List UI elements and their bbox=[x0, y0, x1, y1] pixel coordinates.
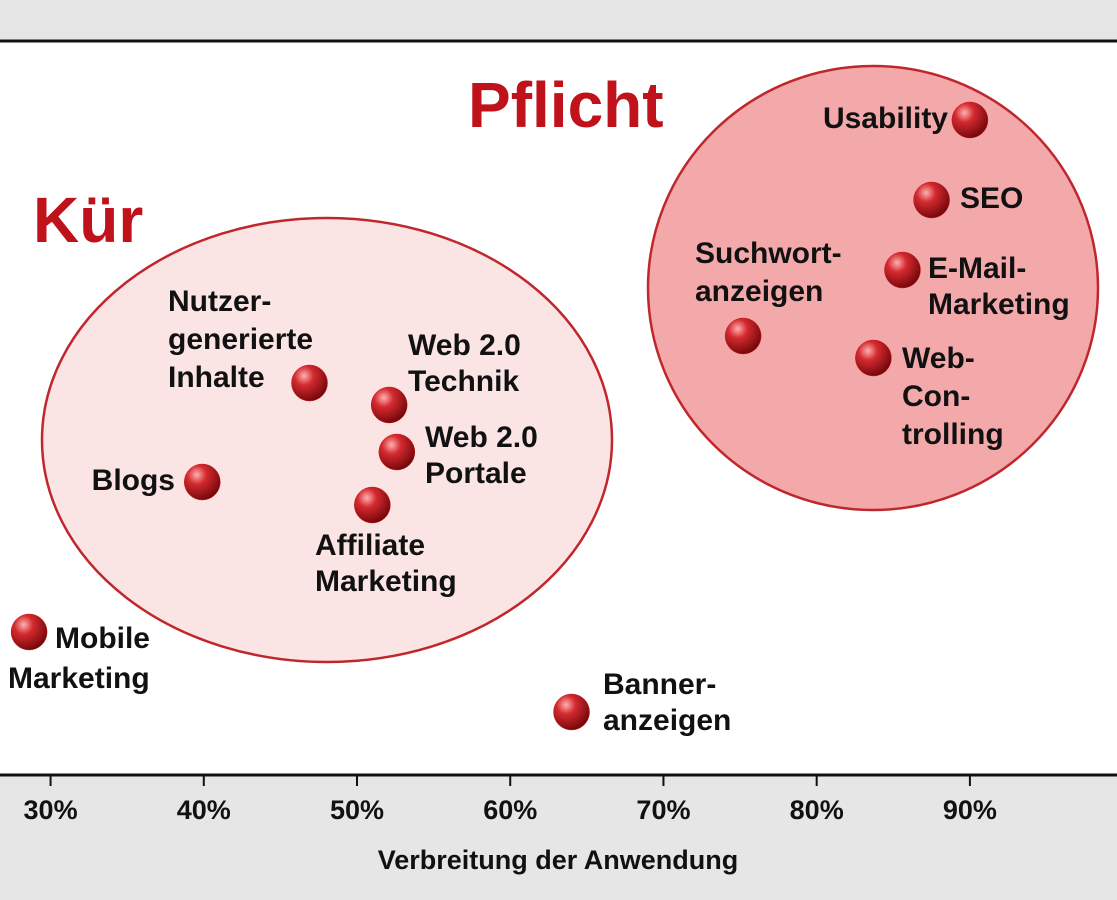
point-label: Portale bbox=[425, 457, 527, 490]
x-axis-title: Verbreitung der Anwendung bbox=[378, 845, 739, 875]
point-label: Marketing bbox=[928, 288, 1070, 321]
point-label: Technik bbox=[408, 365, 519, 398]
point bbox=[10, 613, 48, 651]
group-label: Pflicht bbox=[468, 69, 664, 141]
point-label: Suchwort- bbox=[695, 237, 842, 270]
point bbox=[913, 181, 950, 219]
point-label: Con- bbox=[902, 380, 970, 413]
point-label: trolling bbox=[902, 418, 1004, 451]
pflicht-area bbox=[646, 64, 1100, 512]
x-tick-label: 70% bbox=[636, 795, 690, 825]
point-label: Blogs bbox=[92, 464, 175, 497]
point-label: Usability bbox=[823, 102, 948, 135]
point bbox=[370, 386, 408, 424]
point bbox=[378, 433, 416, 471]
group-label: Kür bbox=[33, 184, 143, 256]
point bbox=[553, 693, 590, 731]
point-label: Web 2.0 bbox=[408, 329, 521, 362]
point bbox=[354, 486, 391, 524]
point-label: Banner- bbox=[603, 668, 716, 701]
point-label: Marketing bbox=[8, 662, 150, 695]
point-label: anzeigen bbox=[695, 275, 823, 308]
axis-band bbox=[0, 775, 1117, 900]
x-tick-label: 90% bbox=[943, 795, 997, 825]
point-label: Inhalte bbox=[168, 361, 265, 394]
point-label: E-Mail- bbox=[928, 252, 1026, 285]
point-label: generierte bbox=[168, 323, 313, 356]
top-band bbox=[0, 0, 1117, 40]
point-label: anzeigen bbox=[603, 704, 731, 737]
x-tick-label: 50% bbox=[330, 795, 384, 825]
point bbox=[855, 339, 892, 377]
point-label: Web 2.0 bbox=[425, 421, 538, 454]
point-label: Web- bbox=[902, 342, 975, 375]
point-label: SEO bbox=[960, 182, 1023, 215]
point bbox=[724, 317, 762, 355]
point bbox=[184, 463, 221, 501]
point bbox=[951, 101, 989, 139]
point-label: Nutzer- bbox=[168, 285, 271, 318]
x-tick-label: 30% bbox=[24, 795, 78, 825]
point bbox=[884, 251, 921, 289]
point-label: Mobile bbox=[55, 622, 150, 655]
x-tick-label: 40% bbox=[177, 795, 231, 825]
kuer-area bbox=[40, 216, 614, 664]
point-label: Affiliate bbox=[315, 529, 425, 562]
point bbox=[291, 364, 328, 402]
x-tick-label: 60% bbox=[483, 795, 537, 825]
x-tick-label: 80% bbox=[790, 795, 844, 825]
point-label: Marketing bbox=[315, 565, 457, 598]
